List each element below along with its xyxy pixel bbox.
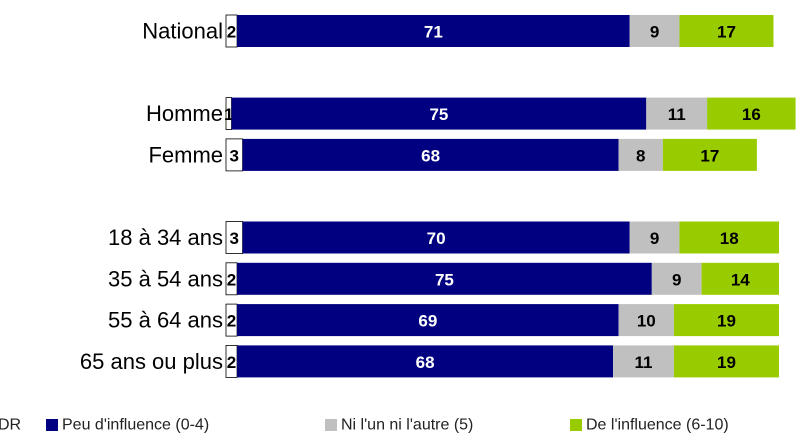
value-label: 68	[421, 146, 440, 165]
bar-segment	[242, 221, 630, 254]
value-label: 8	[636, 146, 645, 165]
bar-segment	[618, 304, 674, 337]
bar-segment	[646, 97, 708, 130]
value-label: 11	[668, 105, 686, 124]
value-label: 9	[672, 270, 681, 289]
value-label: 1	[224, 105, 233, 124]
bar-segment	[237, 15, 630, 47]
legend-swatch	[325, 419, 337, 431]
bar-segment	[237, 262, 652, 295]
legend-label: Ni l'un ni l'autre (5)	[341, 417, 473, 434]
value-label: 75	[435, 270, 454, 289]
bar-segment	[679, 15, 774, 47]
value-label: 17	[717, 23, 736, 42]
value-label: 71	[424, 23, 443, 42]
bar-segment	[679, 221, 779, 254]
category-label: 55 à 64 ans	[108, 308, 223, 333]
bar-segment	[662, 138, 757, 171]
bar-segment	[237, 345, 614, 378]
value-label: 2	[227, 312, 236, 331]
bar-segment	[231, 97, 647, 130]
bar-segment	[673, 345, 779, 378]
bar-segment	[613, 345, 674, 378]
value-label: 18	[720, 229, 739, 248]
value-label: 19	[717, 312, 736, 331]
value-label: 75	[429, 105, 448, 124]
value-label: 14	[731, 270, 750, 289]
value-label: 10	[637, 312, 656, 331]
bar-segment	[651, 262, 702, 295]
value-label: 2	[227, 270, 236, 289]
category-label: 65 ans ou plus	[80, 349, 223, 374]
bar-segment	[629, 15, 680, 47]
value-label: 68	[416, 353, 435, 372]
legend-swatch	[46, 419, 58, 431]
value-label: 69	[418, 312, 437, 331]
category-label: Femme	[148, 142, 223, 167]
category-label: 35 à 54 ans	[108, 266, 223, 291]
legend-swatch	[570, 419, 582, 431]
value-label: 2	[227, 23, 236, 42]
legend-label: DR	[0, 417, 21, 434]
bar-segment	[618, 138, 663, 171]
legend-label: De l'influence (6-10)	[586, 417, 729, 434]
bar-segment	[673, 304, 779, 337]
value-label: 19	[717, 353, 736, 372]
bar-segment	[701, 262, 779, 295]
value-label: 70	[427, 229, 446, 248]
legend-label: Peu d'influence (0-4)	[62, 417, 209, 434]
bar-segment	[629, 221, 680, 254]
value-label: 9	[650, 23, 659, 42]
value-label: 16	[742, 105, 761, 124]
value-label: 3	[230, 146, 239, 165]
bar-segment	[242, 138, 619, 171]
value-label: 17	[700, 146, 719, 165]
value-label: 9	[650, 229, 659, 248]
value-label: 11	[635, 353, 653, 372]
bar-segment	[707, 97, 796, 130]
value-label: 3	[230, 229, 239, 248]
category-label: 18 à 34 ans	[108, 225, 223, 250]
category-label: Homme	[146, 101, 223, 126]
bar-segment	[237, 304, 619, 337]
value-label: 2	[227, 353, 236, 372]
category-label: National	[142, 19, 223, 44]
